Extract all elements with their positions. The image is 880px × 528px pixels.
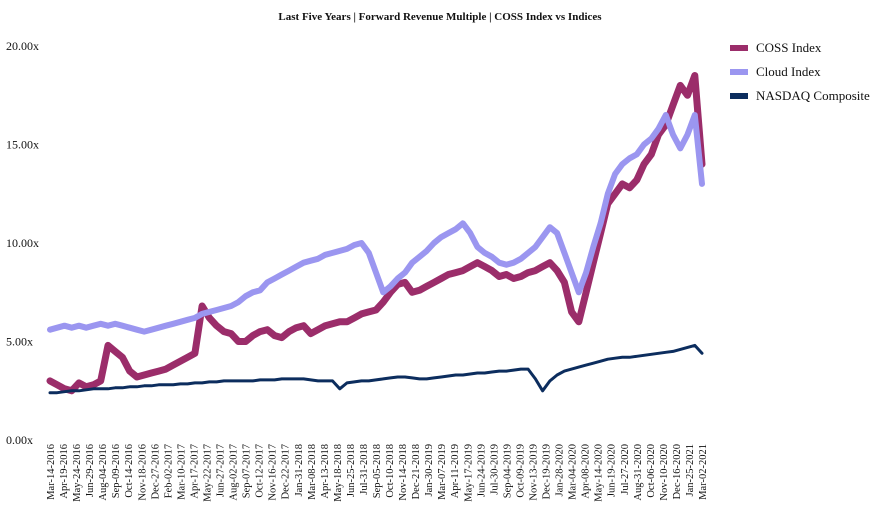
legend-item: NASDAQ Composite [730, 84, 870, 108]
x-tick-label: Nov-18-2016 [137, 444, 148, 501]
x-tick-label: May-17-2019 [463, 444, 474, 502]
x-tick-label: Sep-07-2017 [242, 444, 253, 498]
x-tick-label: Mar-10-2017 [176, 444, 187, 500]
x-tick-label: Mar-07-2019 [437, 444, 448, 500]
x-tick-label: Dec-19-2019 [542, 444, 553, 499]
x-tick-label: Dec-21-2018 [411, 444, 422, 499]
legend-label: Cloud Index [756, 64, 821, 79]
chart-legend: COSS Index Cloud Index NASDAQ Composite [730, 36, 870, 108]
x-tick-label: Aug-04-2016 [98, 444, 109, 501]
x-tick-label: Jun-24-2019 [476, 444, 487, 497]
x-tick-label: Dec-22-2017 [281, 444, 292, 499]
x-tick-label: Nov-13-2019 [528, 444, 539, 501]
x-tick-label: Mar-04-2020 [568, 444, 579, 500]
chart-title: Last Five Years | Forward Revenue Multip… [278, 11, 602, 23]
x-tick-label: Dec-16-2020 [672, 444, 683, 499]
legend-swatch [730, 45, 748, 51]
legend-label: NASDAQ Composite [756, 88, 870, 103]
x-tick-label: Apr-08-2020 [581, 444, 592, 499]
x-tick-label: Mar-02-2021 [698, 444, 709, 500]
x-tick-label: Jan-30-2019 [424, 444, 435, 497]
x-tick-label: Aug-02-2017 [229, 444, 240, 501]
y-tick-label: 15.00x [6, 138, 39, 152]
x-tick-label: Sep-09-2016 [111, 444, 122, 498]
x-tick-label: May-24-2016 [72, 444, 83, 502]
x-tick-label: Aug-31-2020 [633, 444, 644, 501]
y-axis: 0.00x 5.00x 10.00x 15.00x 20.00x [6, 39, 39, 447]
x-tick-label: Oct-14-2016 [124, 444, 135, 498]
x-tick-label: Apr-19-2016 [59, 444, 70, 499]
x-tick-label: Oct-10-2018 [385, 444, 396, 498]
x-tick-label: Jun-29-2016 [85, 444, 96, 497]
x-tick-label: Jul-30-2019 [489, 444, 500, 495]
x-tick-label: Jun-25-2018 [346, 444, 357, 497]
x-tick-label: Jul-27-2020 [620, 444, 631, 495]
x-tick-label: Jun-19-2020 [607, 444, 618, 497]
x-tick-label: Feb-02-2017 [163, 444, 174, 498]
x-tick-label: Sep-04-2019 [502, 444, 513, 498]
x-tick-label: May-22-2017 [202, 444, 213, 502]
x-tick-label: Oct-06-2020 [646, 444, 657, 498]
legend-swatch [730, 93, 748, 99]
x-tick-label: Apr-11-2019 [450, 444, 461, 498]
y-tick-label: 20.00x [6, 39, 39, 53]
x-tick-label: Nov-14-2018 [398, 444, 409, 501]
legend-item: COSS Index [730, 36, 870, 60]
x-tick-label: Apr-17-2017 [189, 444, 200, 499]
x-tick-label: Mar-14-2016 [46, 444, 57, 500]
series-line-coss-index [46, 72, 706, 395]
x-tick-label: Oct-12-2017 [255, 444, 266, 498]
x-tick-label: Apr-13-2018 [320, 444, 331, 499]
x-tick-label: Sep-05-2018 [372, 444, 383, 498]
x-tick-label: Jan-31-2018 [294, 444, 305, 497]
x-tick-label: Nov-16-2017 [268, 444, 279, 501]
x-tick-label: Jul-31-2018 [359, 444, 370, 495]
legend-swatch [730, 69, 748, 75]
series-layer [46, 72, 706, 395]
x-tick-label: Jan-25-2021 [685, 444, 696, 497]
x-tick-label: Mar-08-2018 [307, 444, 318, 500]
x-tick-label: Oct-09-2019 [515, 444, 526, 498]
x-tick-label: Dec-27-2016 [150, 444, 161, 499]
y-tick-label: 0.00x [6, 433, 33, 447]
x-tick-label: May-18-2018 [333, 444, 344, 502]
x-tick-label: May-14-2020 [594, 444, 605, 502]
x-axis: Mar-14-2016 Apr-19-2016 May-24-2016 Jun-29-… [46, 444, 709, 502]
x-tick-label: Nov-10-2020 [659, 444, 670, 501]
x-tick-label: Jun-27-2017 [216, 444, 227, 497]
legend-item: Cloud Index [730, 60, 870, 84]
series-line-nasdaq-composite [48, 343, 704, 395]
x-tick-label: Jan-28-2020 [555, 444, 566, 497]
y-tick-label: 5.00x [6, 335, 33, 349]
series-line-cloud-index [47, 112, 705, 335]
legend-label: COSS Index [756, 40, 822, 55]
y-tick-label: 10.00x [6, 236, 39, 250]
